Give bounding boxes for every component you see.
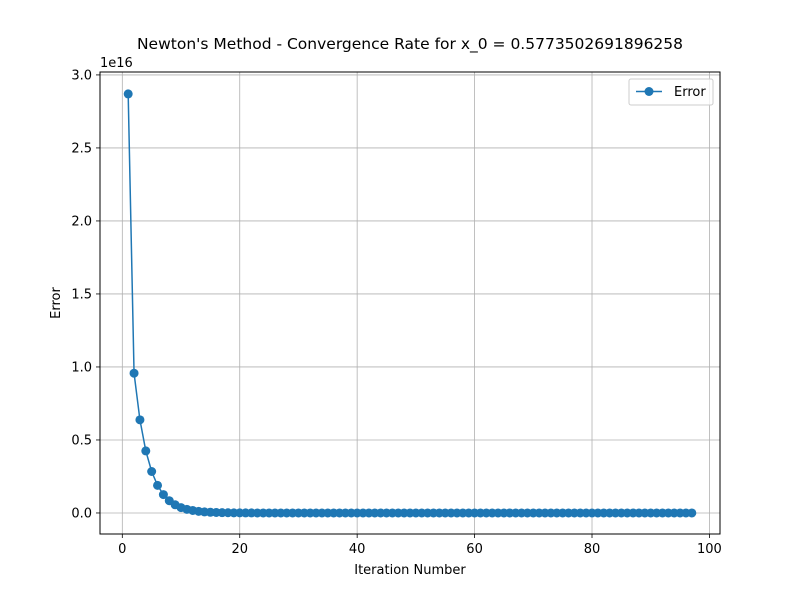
y-tick-label: 0.5 (71, 433, 92, 448)
y-tick-label: 1.0 (71, 360, 92, 375)
legend-box (628, 78, 714, 106)
data-point (687, 508, 697, 518)
x-axis: 0 20 40 60 80 100 (118, 534, 722, 557)
data-point (123, 89, 133, 99)
legend: Error (628, 78, 714, 106)
data-point (135, 415, 145, 425)
y-tick-label: 0.0 (71, 506, 92, 521)
chart-title: Newton's Method - Convergence Rate for x… (137, 35, 683, 54)
plot-area (100, 72, 720, 534)
y-tick-label: 1.5 (71, 287, 92, 302)
legend-label-error: Error (674, 85, 706, 100)
x-tick-label: 100 (697, 542, 722, 557)
x-tick-label: 0 (118, 542, 126, 557)
y-axis-label: Error (49, 287, 64, 319)
x-tick-label: 20 (231, 542, 248, 557)
grid (100, 72, 720, 534)
x-axis-label: Iteration Number (354, 563, 466, 578)
data-point (141, 446, 151, 456)
data-point (129, 368, 139, 378)
y-tick-label: 2.5 (71, 141, 92, 156)
y-offset-label: 1e16 (100, 56, 133, 71)
axes-frame (99, 71, 721, 535)
x-tick-label: 40 (349, 542, 366, 557)
x-tick-label: 60 (466, 542, 483, 557)
y-tick-label: 2.0 (71, 214, 92, 229)
data-point (158, 490, 168, 500)
x-tick-label: 80 (584, 542, 601, 557)
y-axis: 0.0 0.5 1.0 1.5 2.0 2.5 3.0 (71, 68, 100, 521)
data-point (147, 467, 157, 477)
y-tick-label: 3.0 (71, 68, 92, 83)
legend-marker (644, 87, 654, 96)
data-point (153, 480, 163, 490)
series-layer (123, 89, 697, 518)
